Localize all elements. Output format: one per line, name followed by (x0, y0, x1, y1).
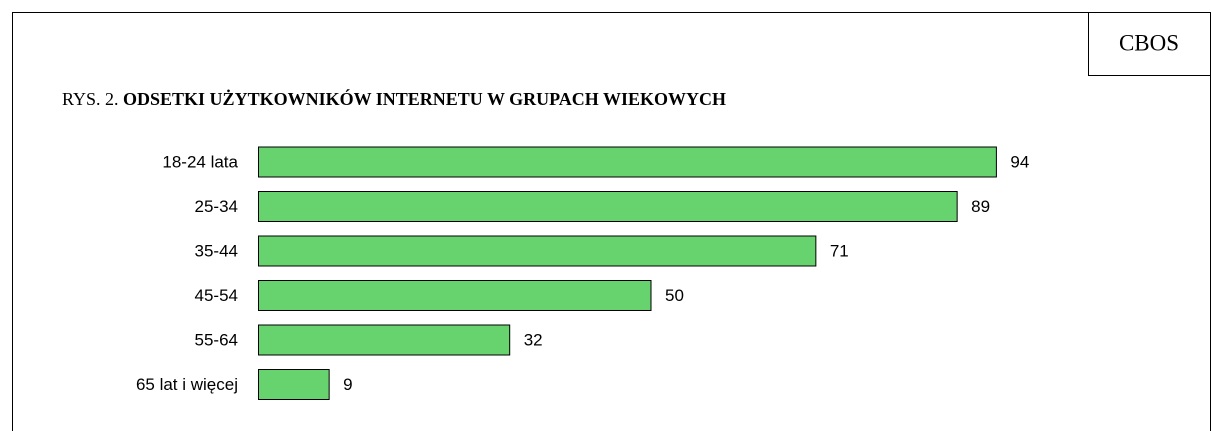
bar (258, 191, 958, 222)
badge: CBOS (1119, 30, 1179, 55)
category-label: 18-24 lata (162, 152, 238, 171)
chart-title: RYS. 2. ODSETKI UŻYTKOWNIKÓW INTERNETU W… (62, 88, 726, 109)
value-label: 50 (665, 286, 684, 305)
title-main: ODSETKI UŻYTKOWNIKÓW INTERNETU W GRUPACH… (123, 88, 726, 109)
value-label: 32 (524, 330, 543, 349)
category-label: 35-44 (195, 241, 238, 260)
title-prefix: RYS. 2. (62, 89, 119, 109)
bar (258, 280, 652, 311)
category-label: 45-54 (195, 286, 238, 305)
value-label: 9 (343, 375, 352, 394)
bar (258, 324, 511, 356)
value-label: 89 (971, 197, 990, 216)
value-label: 71 (830, 241, 849, 260)
value-label: 94 (1010, 152, 1029, 171)
bar (258, 235, 817, 267)
category-label: 65 lat i więcej (136, 375, 238, 394)
category-label: 25-34 (195, 197, 238, 216)
bar (258, 146, 997, 178)
bar (258, 369, 330, 400)
category-label: 55-64 (195, 330, 238, 349)
